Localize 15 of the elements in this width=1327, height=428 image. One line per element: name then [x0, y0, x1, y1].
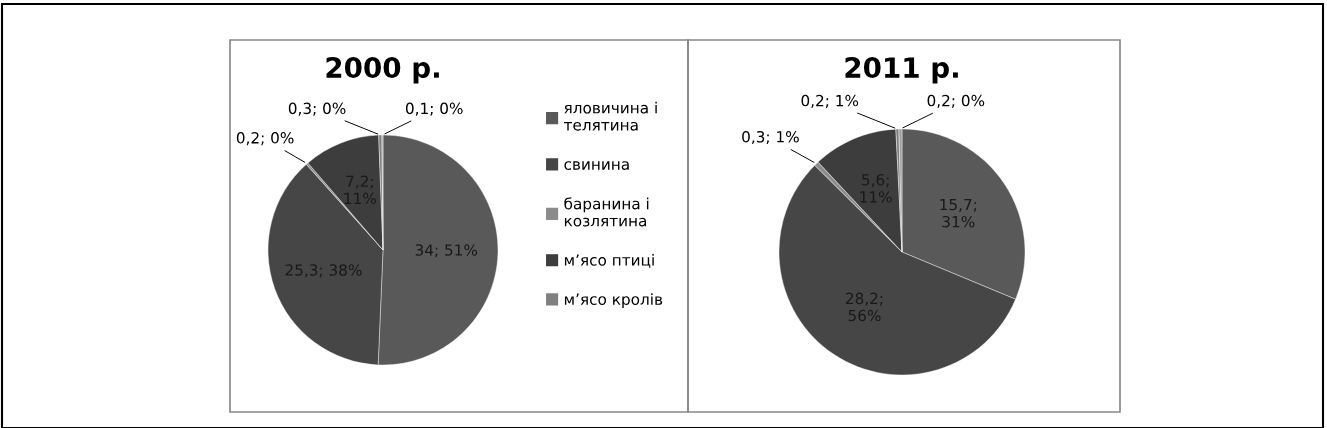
legend-label: баранина і козлятина — [564, 197, 649, 227]
data-label: 0,2; 0% — [927, 94, 985, 108]
chart-title: 2011 р. — [845, 57, 958, 84]
data-label: 0,2; 1% — [801, 94, 859, 108]
legend-label: свинина — [564, 161, 629, 170]
legend-label: м’ясо кролів — [564, 293, 663, 308]
legend-label: яловичина і телятина — [564, 101, 657, 131]
data-label: 0,3; 0% — [288, 102, 346, 116]
data-label: 0,3; 1% — [742, 131, 799, 145]
data-label: 0,1; 0% — [405, 102, 463, 116]
chart-title: 2000 р. — [326, 57, 439, 84]
data-label: 34; 51% — [415, 244, 478, 258]
data-label: 0,2; 0% — [236, 132, 294, 146]
data-label: 15,7; 31% — [940, 198, 977, 228]
legend-label: м’ясо птиці — [564, 253, 654, 268]
